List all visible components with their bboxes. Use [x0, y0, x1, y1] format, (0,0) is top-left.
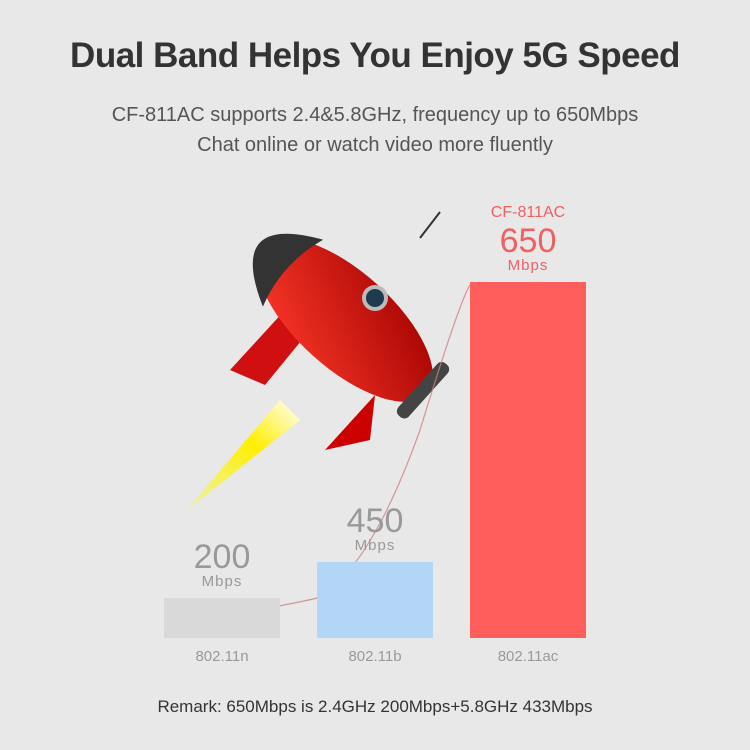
rocket-body [257, 238, 433, 402]
subtitle-line-2: Chat online or watch video more fluently [197, 134, 553, 156]
rocket-nose [252, 233, 324, 307]
bar-802.11n [164, 598, 280, 638]
subtitle-line-1: CF-811AC supports 2.4&5.8GHz, frequency … [111, 104, 639, 126]
value-label: 200 [193, 538, 251, 576]
page-title: Dual Band Helps You Enjoy 5G Speed [70, 36, 680, 75]
value-label: 650 [499, 222, 557, 260]
flame-icon [185, 400, 300, 512]
unit-label: Mbps [354, 537, 396, 554]
unit-label: Mbps [507, 257, 549, 274]
value-label: 450 [346, 502, 404, 540]
trend-curve [278, 284, 471, 607]
unit-label: Mbps [201, 573, 243, 590]
category-label: 802.11b [348, 648, 402, 665]
product-label: CF-811AC [490, 204, 566, 221]
category-label: 802.11n [195, 648, 249, 665]
remark-text: Remark: 650Mbps is 2.4GHz 200Mbps+5.8GHz… [157, 697, 593, 716]
rocket-fin-right [325, 395, 375, 450]
category-label: 802.11ac [497, 648, 559, 665]
bar-802.11ac [470, 282, 586, 638]
bar-802.11b [317, 562, 433, 638]
